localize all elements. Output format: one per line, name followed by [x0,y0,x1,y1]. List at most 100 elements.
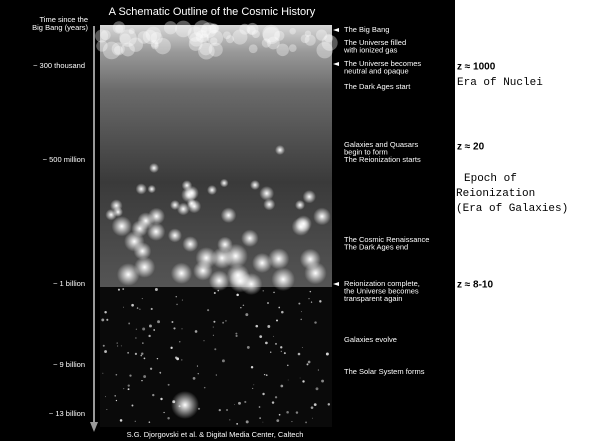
glow [259,186,275,201]
star [176,357,180,361]
cloud [316,42,333,59]
star [157,320,160,324]
decoration [95,20,338,425]
star [327,403,331,406]
cloud [145,26,162,43]
glow [299,248,321,270]
star [127,384,130,387]
event-label: neutral and opaque [344,66,409,75]
star [244,400,247,404]
cloud [324,33,334,43]
star [278,306,281,309]
star [253,384,255,386]
star [160,397,163,401]
glow [176,202,190,216]
star [142,342,144,344]
star [310,301,313,303]
glow [135,183,147,195]
star [104,310,107,314]
cloud [150,32,163,45]
glow [207,185,217,195]
star [222,321,225,324]
star [271,401,275,404]
star [104,350,107,353]
star [258,406,261,408]
cloud [209,23,220,33]
star [135,337,137,339]
event-arrow [333,282,339,286]
star [213,320,216,323]
star [131,303,134,307]
star [134,352,138,355]
star [267,302,269,304]
star [122,288,125,290]
cloud [274,30,285,41]
event-arrow [333,28,339,32]
star [173,327,176,330]
star [212,334,214,336]
cloud [321,34,338,51]
glow [111,216,132,237]
redshift: z ≈ 8-10 [457,280,493,291]
cloud [246,22,259,35]
glow [116,263,140,286]
star [115,373,118,376]
glow [170,262,193,284]
star [236,422,239,425]
credit: S.G. Djorgovski et al. & Digital Media C… [127,430,304,439]
star [141,379,143,382]
glow [241,229,259,247]
redshift: z ≈ 1000 [457,62,496,73]
star [136,307,139,309]
cloud [199,33,210,43]
star [265,341,268,345]
time-label: ~ 300 thousand [33,61,85,70]
glow [193,260,213,281]
star [229,419,231,421]
star [176,303,178,306]
star [106,318,109,321]
star [127,351,130,354]
star [262,392,265,396]
star [213,291,216,295]
star [300,318,303,321]
star [225,320,227,322]
glow [217,236,233,253]
star [101,318,105,322]
cloud [175,20,192,38]
star [141,352,144,355]
event-label: begin to form [344,147,388,156]
cloud [261,38,271,48]
event-label: The Dark Ages end [344,242,408,251]
star [153,329,155,331]
cloud [187,26,203,42]
star [308,298,310,300]
star [214,348,217,351]
star [181,299,183,301]
glow [219,178,229,188]
star [278,413,281,416]
cloud [154,38,171,55]
star [148,421,151,423]
star [235,334,238,338]
star [272,335,274,337]
star [287,379,289,381]
glow [252,252,273,274]
star [287,364,289,367]
star [128,322,131,325]
star [102,372,104,374]
star [240,307,242,309]
axis-label: Time since the [40,15,89,24]
cloud [189,32,204,47]
cloud [199,42,213,56]
star [131,404,134,407]
cloud [267,36,280,50]
star [275,342,277,345]
star [215,374,217,376]
event-label: Galaxies and Quasars [344,140,418,149]
star [246,345,250,349]
star [181,359,183,361]
glow [146,222,166,241]
star [217,289,220,292]
redshift: z ≈ 20 [457,142,485,153]
